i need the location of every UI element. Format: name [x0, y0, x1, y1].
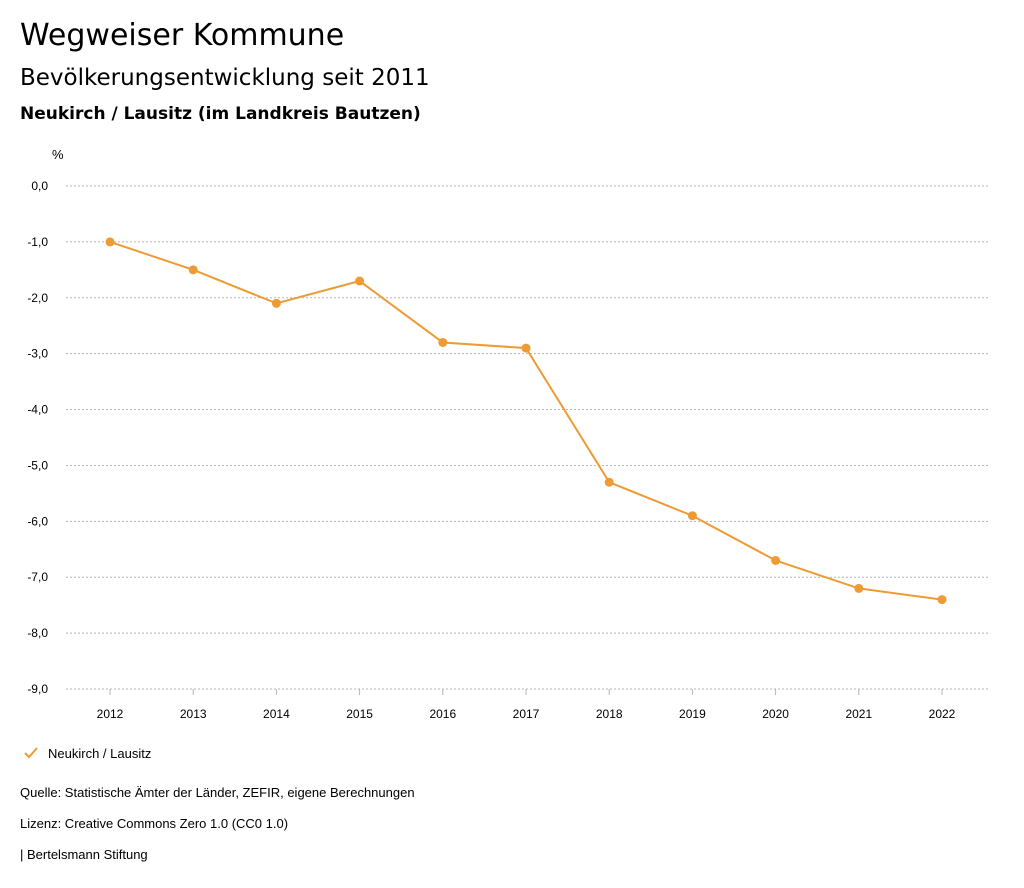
- x-tick-label: 2018: [596, 707, 623, 721]
- organization-note: | Bertelsmann Stiftung: [20, 847, 148, 862]
- y-tick-label: -1,0: [27, 235, 48, 249]
- x-tick-label: 2014: [263, 707, 290, 721]
- data-point[interactable]: [687, 511, 697, 521]
- y-tick-label: -2,0: [27, 291, 48, 305]
- source-note: Quelle: Statistische Ämter der Länder, Z…: [20, 785, 415, 800]
- y-tick-label: -5,0: [27, 458, 48, 472]
- license-note: Lizenz: Creative Commons Zero 1.0 (CC0 1…: [20, 816, 289, 831]
- data-point[interactable]: [521, 343, 531, 353]
- data-point[interactable]: [937, 595, 947, 605]
- data-point[interactable]: [438, 337, 448, 347]
- chart-subtitle: Bevölkerungsentwicklung seit 2011: [20, 65, 430, 91]
- data-point[interactable]: [105, 237, 115, 247]
- x-tick-label: 2017: [513, 707, 540, 721]
- line-chart: % 0,0 -1,0 -2,0 -3,0 -4,0 -5,0 -6,0 -7,0 -8,0 -9,…: [27, 147, 990, 721]
- y-tick-label: -4,0: [27, 403, 48, 417]
- y-tick-label: -7,0: [27, 570, 48, 584]
- legend-label: Neukirch / Lausitz: [48, 745, 152, 761]
- data-point[interactable]: [188, 265, 198, 275]
- x-tick-label: 2021: [845, 707, 872, 721]
- y-tick-label: -8,0: [27, 626, 48, 640]
- data-point[interactable]: [854, 583, 864, 593]
- data-point[interactable]: [355, 276, 365, 286]
- y-tick-label: -3,0: [27, 347, 48, 361]
- y-tick-label: 0,0: [31, 179, 48, 193]
- x-tick-label: 2016: [429, 707, 456, 721]
- series-line: [109, 240, 943, 601]
- x-tick-label: 2012: [97, 707, 124, 721]
- x-tick-label: 2013: [180, 707, 207, 721]
- data-point[interactable]: [604, 477, 614, 487]
- page-title: Wegweiser Kommune: [20, 18, 345, 53]
- x-tick-label: 2015: [346, 707, 373, 721]
- y-axis-unit-label: %: [52, 147, 64, 162]
- y-tick-label: -9,0: [27, 682, 48, 696]
- x-tick-label: 2022: [929, 707, 956, 721]
- check-icon[interactable]: [22, 744, 40, 762]
- x-tick-label: 2019: [679, 707, 706, 721]
- data-series: [105, 237, 947, 605]
- y-axis-ticks: 0,0 -1,0 -2,0 -3,0 -4,0 -5,0 -6,0 -7,0 -8,0 -9,0: [27, 179, 48, 696]
- legend[interactable]: Neukirch / Lausitz: [22, 744, 151, 762]
- data-point[interactable]: [271, 298, 281, 308]
- data-point[interactable]: [771, 555, 781, 565]
- x-tick-label: 2020: [762, 707, 789, 721]
- x-axis-ticks: 2012 2013 2014 2015 2016 2017 2018 2019 2020 2021…: [97, 689, 956, 721]
- y-tick-label: -6,0: [27, 514, 48, 528]
- grid-lines: [66, 185, 990, 690]
- municipality-name: Neukirch / Lausitz (im Landkreis Bautzen…: [20, 104, 421, 124]
